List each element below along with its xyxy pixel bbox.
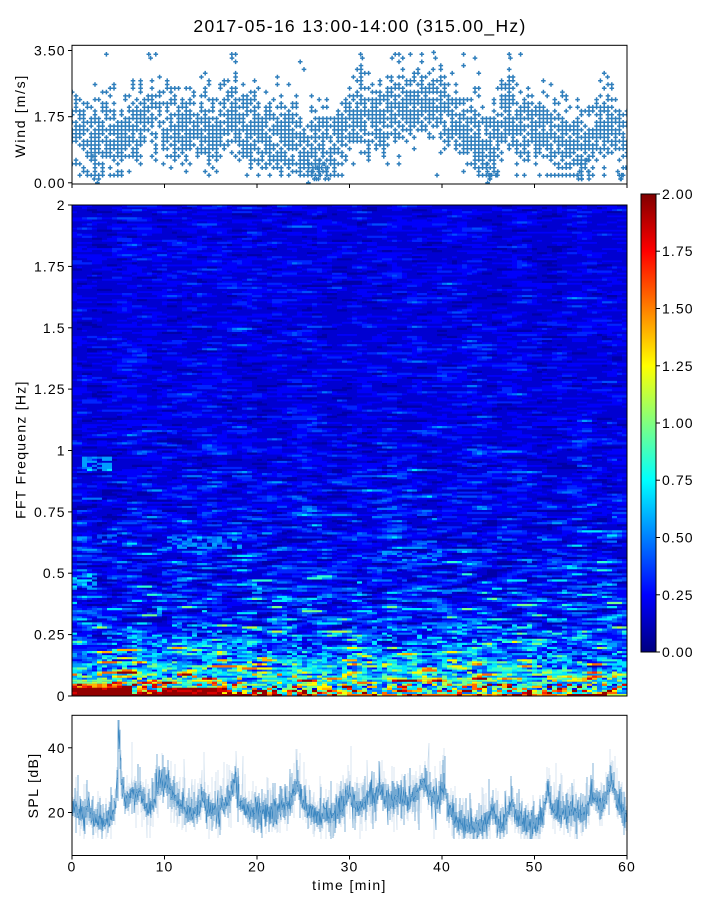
svg-text:20: 20: [248, 859, 266, 875]
svg-text:1.5: 1.5: [43, 320, 66, 336]
svg-text:1: 1: [57, 443, 66, 459]
svg-text:0: 0: [57, 688, 66, 704]
svg-text:Wind [m/s]: Wind [m/s]: [12, 74, 28, 158]
svg-text:1.25: 1.25: [34, 381, 66, 397]
svg-text:1.50: 1.50: [662, 301, 694, 317]
svg-text:1.75: 1.75: [34, 109, 66, 125]
svg-text:1.75: 1.75: [662, 243, 694, 259]
svg-text:0.5: 0.5: [43, 565, 66, 581]
svg-text:0.50: 0.50: [662, 530, 694, 546]
svg-text:0.75: 0.75: [662, 472, 694, 488]
svg-text:2017-05-16 13:00-14:00 (315.00: 2017-05-16 13:00-14:00 (315.00_Hz): [193, 16, 526, 37]
svg-text:0.00: 0.00: [34, 175, 66, 191]
svg-text:time [min]: time [min]: [312, 877, 387, 893]
svg-text:1.25: 1.25: [662, 358, 694, 374]
svg-text:SPL [dB]: SPL [dB]: [25, 752, 41, 818]
svg-text:60: 60: [618, 859, 636, 875]
svg-text:40: 40: [48, 740, 66, 756]
svg-text:0.25: 0.25: [662, 587, 694, 603]
svg-text:0.25: 0.25: [34, 627, 66, 643]
svg-text:40: 40: [433, 859, 451, 875]
svg-text:20: 20: [48, 805, 66, 821]
svg-text:2.00: 2.00: [662, 186, 694, 202]
svg-text:0.75: 0.75: [34, 504, 66, 520]
svg-text:50: 50: [526, 859, 544, 875]
svg-text:1.00: 1.00: [662, 415, 694, 431]
svg-text:0: 0: [68, 859, 77, 875]
svg-text:1.75: 1.75: [34, 258, 66, 274]
svg-text:2: 2: [57, 197, 66, 213]
svg-text:30: 30: [341, 859, 359, 875]
svg-text:3.50: 3.50: [34, 43, 66, 59]
svg-text:FFT Frequenz [Hz]: FFT Frequenz [Hz]: [12, 380, 28, 518]
svg-text:10: 10: [156, 859, 174, 875]
svg-text:0.00: 0.00: [662, 644, 694, 660]
